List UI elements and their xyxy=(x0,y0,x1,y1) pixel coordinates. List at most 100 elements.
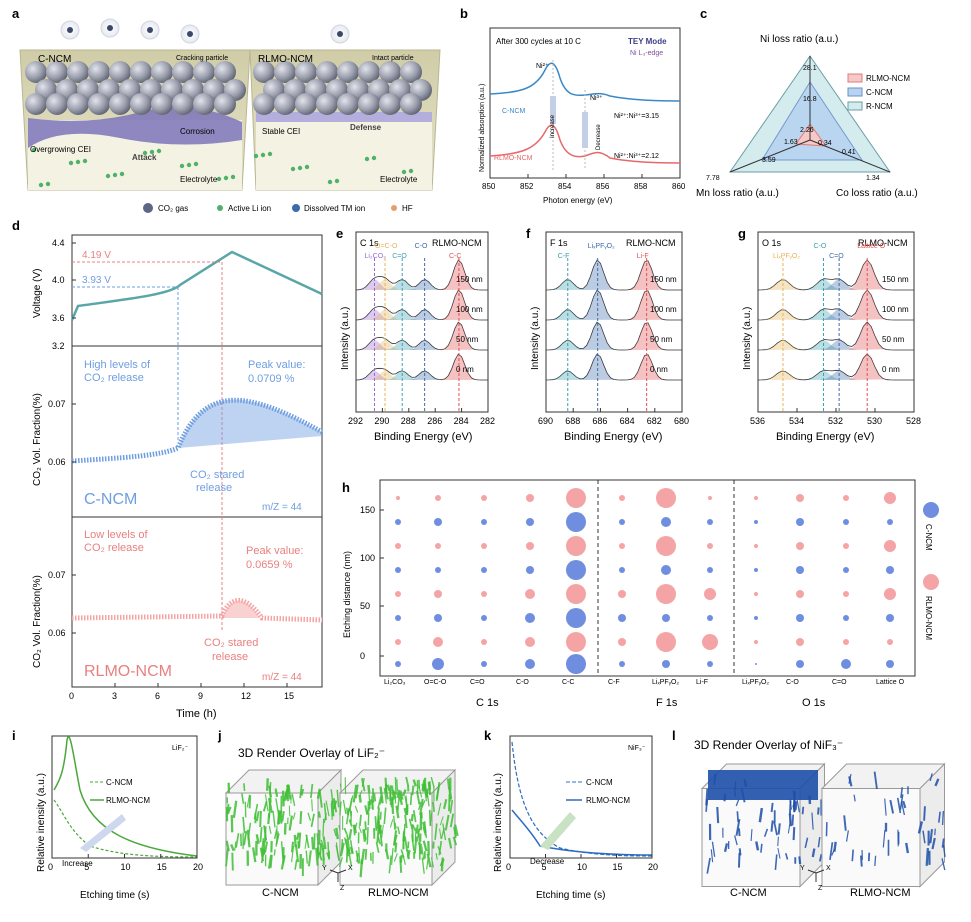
c-co-low: 0.34 xyxy=(818,140,832,147)
render-strand xyxy=(706,799,707,812)
h-bubble-rlmo xyxy=(702,634,718,650)
k-rlmo-curve xyxy=(512,810,652,855)
l-renders xyxy=(702,764,945,887)
h-bubble-rlmo xyxy=(481,543,487,549)
k-tag: NiF₃⁻ xyxy=(628,745,646,752)
l-axis-y: Y xyxy=(800,865,805,872)
h-column-label: Lattice O xyxy=(876,679,905,686)
l-axis-z: Z xyxy=(818,885,823,892)
xps-e-peak-label: C-C xyxy=(449,253,461,260)
c-ncm-title: C-NCM xyxy=(38,54,71,65)
k-xlabel: Etching time (s) xyxy=(536,890,605,901)
d-c-started2: release xyxy=(196,482,232,494)
h-column-label: LiₓPFᵧO₂ xyxy=(652,679,679,686)
render-strand xyxy=(778,837,779,846)
particle xyxy=(379,93,401,115)
render-strand xyxy=(375,816,376,831)
c-co-max: 1.34 xyxy=(866,175,880,182)
xps-f-depth: 50 nm xyxy=(650,335,673,344)
h-ylabel: Etching distance (nm) xyxy=(342,551,352,638)
h-bubble-c-ncm xyxy=(395,661,401,667)
h-legend-c-dot xyxy=(923,502,939,518)
co2-gas-icon xyxy=(143,203,153,213)
d-vtick: 4.4 xyxy=(52,238,65,248)
hf-icon xyxy=(391,205,397,211)
xps-e-tick: 286 xyxy=(427,416,442,426)
d-c-high: High levels of xyxy=(84,359,151,371)
d-xtick: 9 xyxy=(198,691,203,701)
render-strand xyxy=(318,847,319,858)
xps-g-tick: 536 xyxy=(750,416,765,426)
c-leg-r: RLMO-NCM xyxy=(866,74,910,83)
panel-letter-e: e xyxy=(336,226,343,241)
h-bubble-c-ncm xyxy=(796,566,804,574)
render-strand xyxy=(429,782,430,795)
d-v-label: Voltage (V) xyxy=(32,269,43,318)
h-bubble-c-ncm xyxy=(841,659,851,669)
render-strand xyxy=(365,821,366,830)
c-mn-mid: 3.59 xyxy=(762,157,776,164)
k-ylabel: Relative inensity (a.u.) xyxy=(493,773,504,872)
li-ion xyxy=(231,175,235,179)
panel-c: c Ni loss ratio (a.u.) Co loss ratio (a.… xyxy=(696,6,918,199)
xps-f-peak-fit xyxy=(580,354,616,380)
h-bubble-c-ncm xyxy=(566,512,586,532)
render-strand xyxy=(301,789,303,795)
h-column-label: C-C xyxy=(562,679,574,686)
h-column-label: C=O xyxy=(832,679,847,686)
legend-tm: Dissolved TM ion xyxy=(304,204,365,213)
h-bubble-c-ncm xyxy=(754,616,758,620)
h-bubble-rlmo xyxy=(796,542,804,550)
render-strand xyxy=(336,828,338,839)
render-strand xyxy=(790,800,791,815)
panel-j: j 3D Render Overlay of LiF₂⁻ C-NCM RLMO-… xyxy=(217,728,458,899)
render-strand xyxy=(875,856,876,866)
panel-letter-l: l xyxy=(672,728,676,743)
d-r-low2: CO₂ release xyxy=(84,542,144,554)
j-right: RLMO-NCM xyxy=(368,887,429,899)
li-ion xyxy=(365,157,369,161)
h-bubble-c-ncm xyxy=(796,518,804,526)
h-bubble-rlmo xyxy=(843,639,849,645)
render-strand xyxy=(392,797,393,814)
h-bubble-c-ncm xyxy=(432,658,444,670)
legend-li: Active Li ion xyxy=(228,204,271,213)
particle xyxy=(151,93,173,115)
particle xyxy=(274,93,296,115)
particle xyxy=(358,93,380,115)
render-strand xyxy=(312,837,313,850)
xps-g-peak-label: C-O xyxy=(814,243,827,250)
panel-letter-g: g xyxy=(738,226,746,241)
j-renders xyxy=(226,770,458,885)
b-xtick: 858 xyxy=(634,182,648,191)
h-bubble-c-ncm xyxy=(754,520,758,524)
panel-l: l 3D Render Overlay of NiF₃⁻ C-NCM RLMO-… xyxy=(672,728,945,899)
render-strand xyxy=(287,785,288,792)
h-bubble-c-ncm xyxy=(481,615,487,621)
li-ion xyxy=(409,169,413,173)
render-strand xyxy=(861,856,862,867)
render-strand xyxy=(270,785,271,802)
xps-e-peak-label: Li₂CO₃ xyxy=(364,253,386,260)
d-r-low: Low levels of xyxy=(84,529,149,541)
li-ion xyxy=(120,172,124,176)
h-bubble-rlmo xyxy=(796,638,804,646)
h-bubble-rlmo xyxy=(566,488,586,508)
h-bubble-rlmo xyxy=(435,543,441,549)
legend-hf: HF xyxy=(402,204,413,213)
h-bubble-c-ncm xyxy=(619,519,625,525)
co2-molecule xyxy=(187,31,193,37)
b-decrease: Decrease xyxy=(596,124,602,150)
li-ion xyxy=(224,176,228,180)
b-xtick: 850 xyxy=(482,182,496,191)
h-column-label: C=O xyxy=(470,679,485,686)
li-ion xyxy=(298,166,302,170)
